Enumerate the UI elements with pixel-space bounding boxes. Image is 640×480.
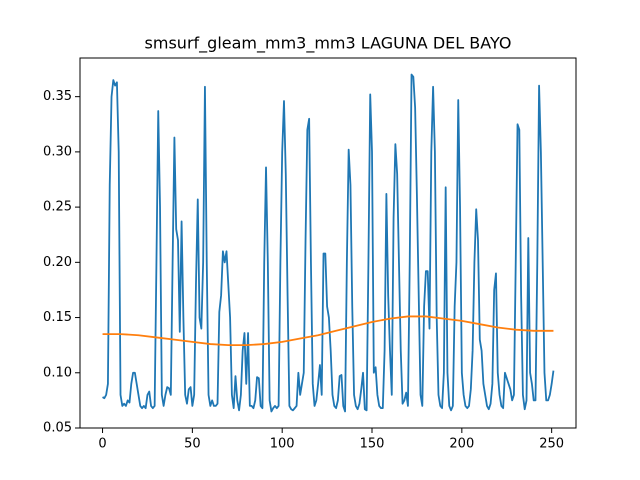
y-tick-label: 0.30 (43, 144, 72, 159)
chart-title: smsurf_gleam_mm3_mm3 LAGUNA DEL BAYO (145, 34, 512, 54)
y-tick-label: 0.20 (43, 255, 72, 270)
x-tick-label: 200 (449, 437, 474, 452)
data-line (102, 73, 555, 413)
y-tick-label: 0.35 (43, 89, 72, 104)
data-line (102, 315, 554, 347)
x-tick-label: 150 (360, 437, 385, 452)
y-tick-label: 0.15 (43, 310, 72, 325)
axes-frame (79, 57, 577, 429)
y-tick-label: 0.05 (43, 421, 72, 436)
x-tick-label: 50 (184, 437, 201, 452)
y-tick-label: 0.25 (43, 200, 72, 215)
y-tick-label: 0.10 (43, 365, 72, 380)
x-tick-label: 250 (539, 437, 564, 452)
x-tick-label: 100 (270, 437, 295, 452)
x-tick-label: 0 (98, 437, 106, 452)
